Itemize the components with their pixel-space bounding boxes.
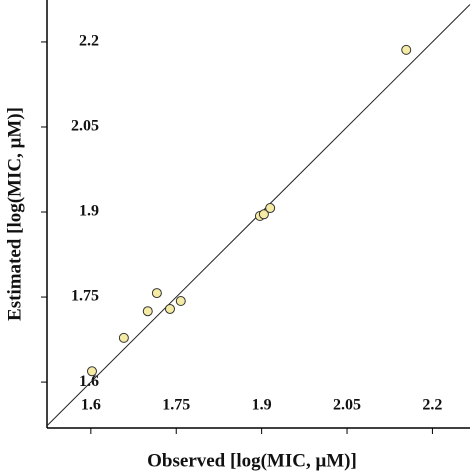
x-axis-title: Observed [log(MIC, μM)] bbox=[147, 450, 357, 471]
x-tick-label: 1.75 bbox=[162, 397, 190, 414]
point bbox=[151, 288, 162, 299]
point bbox=[118, 332, 129, 343]
y-tick-label: 2.2 bbox=[79, 33, 99, 50]
point bbox=[258, 209, 269, 220]
point bbox=[86, 366, 97, 377]
y-tick-label: 1.75 bbox=[71, 288, 99, 305]
point bbox=[265, 203, 276, 214]
y-axis-title: Estimated [log(MIC, μM)] bbox=[4, 107, 25, 321]
point bbox=[401, 44, 412, 55]
point bbox=[142, 306, 153, 317]
y-tick-label: 1.6 bbox=[79, 373, 99, 390]
x-tick-label: 1.6 bbox=[81, 397, 101, 414]
y-tick-label: 1.9 bbox=[79, 203, 99, 220]
point bbox=[164, 303, 175, 314]
y-tick-label: 2.05 bbox=[71, 118, 99, 135]
x-tick-label: 2.2 bbox=[422, 397, 442, 414]
point bbox=[175, 296, 186, 307]
x-tick-label: 1.9 bbox=[252, 397, 272, 414]
x-tick-label: 2.05 bbox=[333, 397, 361, 414]
